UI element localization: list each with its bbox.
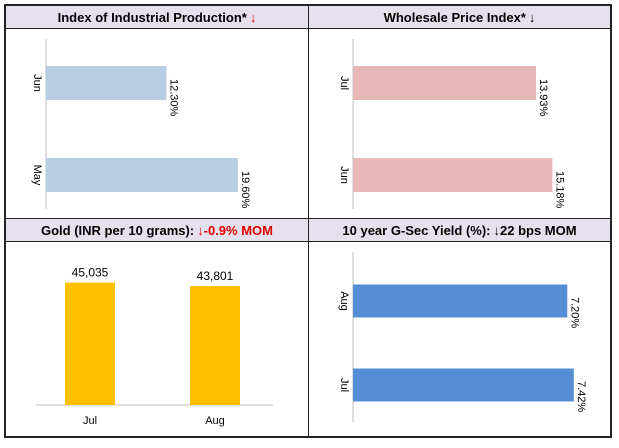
iip-bar bbox=[46, 66, 167, 100]
wpi-category-label: Jul bbox=[338, 76, 350, 90]
arrow-down-icon: ↓ bbox=[249, 9, 257, 25]
wpi-data-label: 15.18% bbox=[553, 171, 565, 209]
iip-data-label: 19.60% bbox=[239, 171, 251, 209]
iip-category-label: May bbox=[31, 165, 43, 186]
iip-panel-title: Index of Industrial Production* bbox=[57, 9, 247, 25]
iip-data-label: 12.30% bbox=[167, 79, 179, 117]
gold-category-label: Aug bbox=[205, 415, 225, 427]
wpi-bar bbox=[353, 158, 553, 192]
arrow-down-icon: ↓ bbox=[197, 222, 204, 238]
iip-panel: Index of Industrial Production* ↓ 12.30%… bbox=[5, 5, 309, 219]
gold-data-label: 45,035 bbox=[72, 266, 109, 280]
gold-panel-change: -0.9% MOM bbox=[203, 222, 273, 238]
iip-bar bbox=[46, 158, 238, 192]
wpi-panel-header: Wholesale Price Index* ↓ bbox=[309, 6, 610, 29]
wpi-category-label: Jun bbox=[338, 166, 350, 184]
iip-category-label: Jun bbox=[31, 74, 43, 92]
gold-bar bbox=[65, 282, 115, 405]
gsec-panel: 10 year G-Sec Yield (%): ↓ 22 bps MOM 7.… bbox=[308, 218, 611, 437]
wpi-panel: Wholesale Price Index* ↓ 13.93% Jul 15.18%… bbox=[308, 5, 611, 219]
wpi-bar bbox=[353, 66, 536, 100]
gsec-category-label: Jul bbox=[338, 378, 350, 392]
dashboard-grid: Index of Industrial Production* ↓ 12.30%… bbox=[4, 4, 612, 438]
arrow-down-icon: ↓ bbox=[528, 9, 536, 25]
gold-panel-title: Gold (INR per 10 grams): bbox=[41, 222, 195, 238]
arrow-down-icon: ↓ bbox=[493, 222, 501, 238]
gold-chart: 45,035 Jul 43,801 Aug bbox=[36, 266, 273, 427]
gsec-chart: 7.20% Aug 7.42% Jul bbox=[338, 252, 587, 422]
gsec-panel-header: 10 year G-Sec Yield (%): ↓ 22 bps MOM bbox=[309, 219, 610, 242]
gsec-data-label: 7.42% bbox=[575, 381, 587, 412]
gold-category-label: Jul bbox=[83, 415, 97, 427]
gsec-bar bbox=[353, 368, 574, 402]
gsec-panel-title: 10 year G-Sec Yield (%): bbox=[342, 222, 491, 238]
gold-bar bbox=[190, 286, 240, 405]
gsec-panel-change: 22 bps MOM bbox=[500, 222, 577, 238]
wpi-data-label: 13.93% bbox=[537, 79, 549, 117]
wpi-chart: 13.93% Jul 15.18% Jun bbox=[338, 39, 565, 209]
iip-panel-header: Index of Industrial Production* ↓ bbox=[6, 6, 308, 29]
gsec-category-label: Aug bbox=[338, 291, 350, 311]
gsec-data-label: 7.20% bbox=[568, 297, 580, 328]
gold-panel: Gold (INR per 10 grams): ↓ -0.9% MOM 45,… bbox=[5, 218, 309, 437]
gold-panel-header: Gold (INR per 10 grams): ↓ -0.9% MOM bbox=[6, 219, 308, 242]
gold-data-label: 43,801 bbox=[197, 269, 234, 283]
wpi-panel-title: Wholesale Price Index* bbox=[383, 9, 526, 25]
gsec-bar bbox=[353, 284, 568, 318]
iip-chart: 12.30% Jun 19.60% May bbox=[31, 39, 251, 209]
